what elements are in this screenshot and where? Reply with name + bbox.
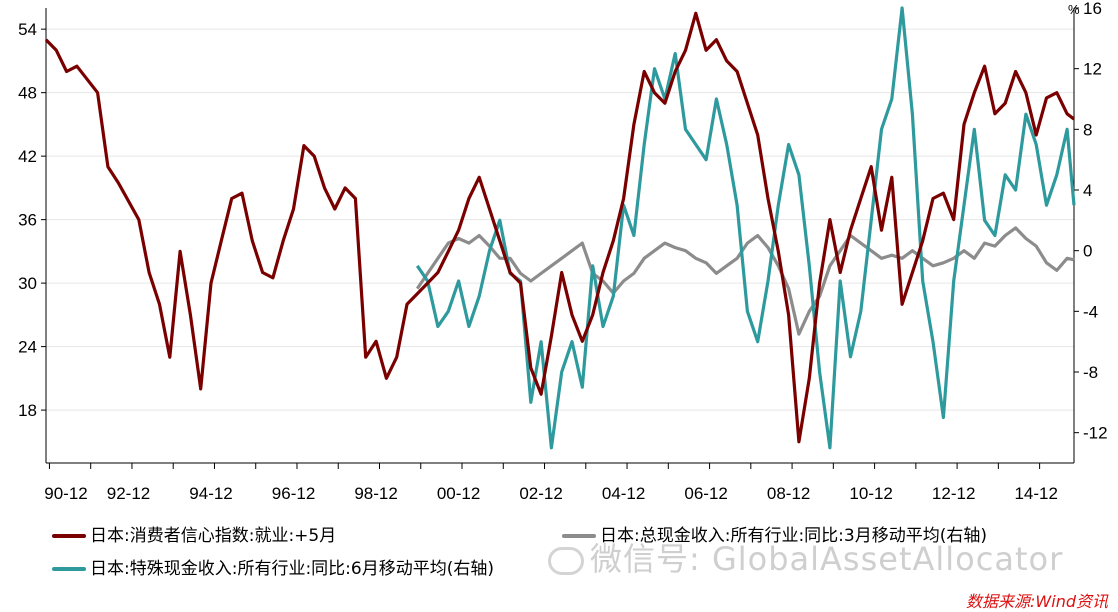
legend-label: 日本:消费者信心指数:就业:+5月: [90, 526, 337, 546]
watermark-text: 微信号: GlobalAssetAllocator: [590, 540, 1064, 578]
left-tick-label: 54: [18, 20, 37, 39]
left-tick-label: 24: [18, 338, 37, 357]
right-tick-label: -4: [1083, 302, 1098, 321]
legend-swatch: [52, 567, 86, 571]
axes: [41, 7, 1079, 469]
legend-swatch: [562, 534, 596, 538]
left-tick-label: 36: [18, 211, 37, 230]
x-tick-label: 08-12: [767, 484, 810, 503]
watermark: 微信号: GlobalAssetAllocator: [548, 534, 1063, 580]
x-tick-label: 96-12: [272, 484, 315, 503]
line-chart: 54 48 42 36 30 24 18 16 12 8 4 0 -4 -8 -12% 90-12 92-12 9…: [18, 0, 1108, 503]
legend-label: 日本:特殊现金收入:所有行业:同比:6月移动平均(右轴): [90, 559, 494, 579]
x-tick-label: 98-12: [354, 484, 397, 503]
left-tick-label: 18: [18, 401, 37, 420]
left-tick-label: 30: [18, 274, 37, 293]
right-tick-label: -8: [1083, 363, 1098, 382]
series-line-2: [415, 6, 1076, 450]
tick-labels: 54 48 42 36 30 24 18 16 12 8 4 0 -4 -8 -12% 90-12 92-12 9…: [18, 0, 1108, 503]
x-tick-label: 92-12: [107, 484, 150, 503]
x-tick-label: 04-12: [602, 484, 645, 503]
legend-item-special-cash-income: 日本:特殊现金收入:所有行业:同比:6月移动平均(右轴): [52, 554, 494, 579]
right-tick-label: 8: [1083, 120, 1092, 139]
right-tick-label: -12: [1083, 424, 1108, 443]
series-line-0: [44, 11, 1075, 444]
left-tick-label: 48: [18, 84, 37, 103]
x-tick-label: 90-12: [44, 484, 87, 503]
x-tick-label: 12-12: [932, 484, 975, 503]
legend-label: 日本:总现金收入:所有行业:同比:3月移动平均(右轴): [600, 526, 987, 546]
legend-item-consumer-confidence: 日本:消费者信心指数:就业:+5月: [52, 521, 336, 546]
x-tick-label: 94-12: [189, 484, 232, 503]
right-tick-label: 0: [1083, 242, 1092, 261]
right-tick-label: 16: [1083, 0, 1102, 18]
left-tick-label: 42: [18, 147, 37, 166]
x-tick-label: 06-12: [684, 484, 727, 503]
series-lines: [44, 6, 1076, 450]
x-tick-label: 14-12: [1014, 484, 1057, 503]
legend-swatch: [52, 534, 86, 538]
legend-item-total-cash-income: 日本:总现金收入:所有行业:同比:3月移动平均(右轴): [562, 521, 987, 546]
source-note: 数据来源:Wind资讯: [966, 592, 1108, 611]
x-tick-label: 10-12: [849, 484, 892, 503]
wechat-icon: [548, 547, 584, 575]
x-tick-label: 00-12: [437, 484, 480, 503]
series-line-1: [415, 226, 1075, 336]
right-tick-label: 4: [1083, 181, 1092, 200]
x-tick-label: 02-12: [519, 484, 562, 503]
right-axis-unit: %: [1068, 2, 1080, 17]
right-tick-label: 12: [1083, 60, 1102, 79]
